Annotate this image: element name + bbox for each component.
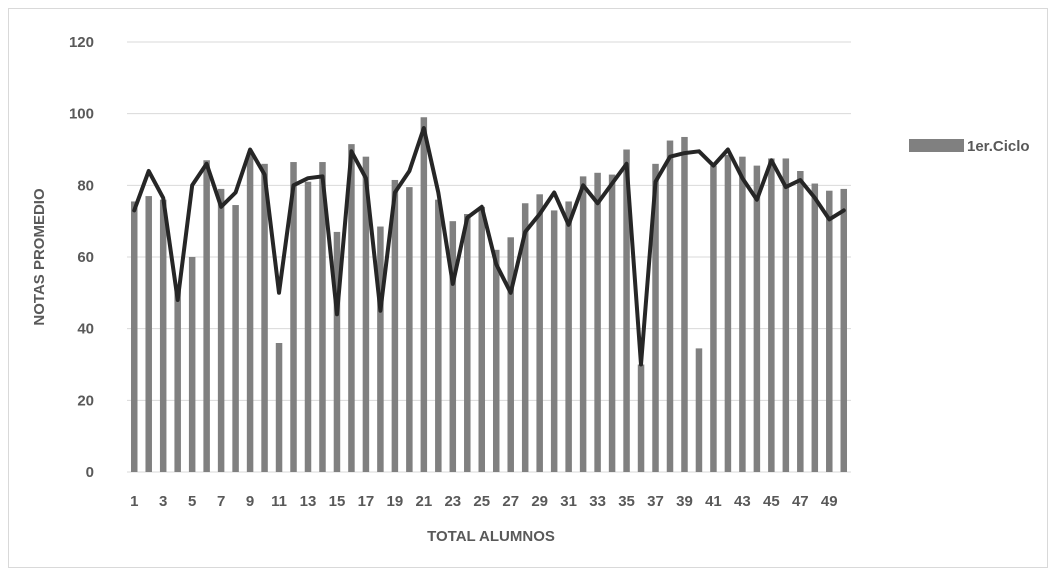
bar: [666, 140, 674, 472]
y-tick-label: 120: [69, 34, 94, 51]
bar: [188, 257, 196, 472]
bar: [333, 231, 341, 472]
bar-series: [130, 117, 848, 473]
chart-container: 0 20 40 60 80 100 120 1 3 5 7 9 11 13 15 17 19 21 23 25 27 2…: [8, 8, 1048, 568]
y-tick-label: 20: [77, 392, 94, 409]
bar: [521, 203, 529, 472]
bar: [550, 210, 558, 472]
y-tick-labels: 0 20 40 60 80 100 120: [69, 34, 94, 481]
x-tick-label: 7: [217, 493, 225, 510]
line-series: [132, 126, 846, 367]
x-tick-label: 49: [821, 493, 838, 510]
bar: [594, 172, 601, 472]
x-tick-label: 47: [792, 493, 809, 510]
x-tick-label: 25: [473, 493, 490, 510]
bar: [362, 156, 370, 472]
bar: [464, 214, 471, 472]
bar: [391, 179, 399, 473]
x-tick-label: 5: [188, 493, 196, 510]
x-tick-label: 37: [647, 493, 664, 510]
bar: [145, 196, 152, 473]
bar: [406, 187, 413, 472]
bar: [507, 237, 514, 472]
x-tick-label: 27: [502, 493, 519, 510]
bar: [275, 343, 283, 472]
bar: [348, 144, 355, 472]
bar: [753, 165, 761, 472]
y-tick-label: 40: [77, 321, 94, 338]
legend-label: 1er.Ciclo: [967, 138, 1030, 155]
bar: [319, 162, 326, 472]
bar: [710, 165, 717, 472]
x-tick-label: 11: [271, 493, 287, 510]
x-tick-label: 45: [763, 493, 780, 510]
x-tick-label: 19: [387, 493, 404, 510]
y-tick-label: 100: [69, 106, 94, 123]
bar: [608, 174, 616, 473]
bar: [739, 156, 746, 472]
x-tick-label: 39: [676, 493, 693, 510]
bar: [579, 176, 587, 472]
x-tick-label: 9: [246, 493, 254, 510]
bar: [203, 160, 210, 472]
bar: [420, 117, 428, 472]
bar: [623, 149, 630, 472]
bar: [826, 190, 833, 473]
bar: [304, 181, 312, 472]
bar: [768, 158, 775, 473]
bar: [536, 194, 543, 472]
x-tick-label: 41: [705, 493, 722, 510]
x-tick-label: 43: [734, 493, 751, 510]
y-tick-label: 80: [77, 177, 94, 194]
bar: [261, 163, 268, 473]
x-tick-label: 17: [358, 493, 375, 510]
bar: [159, 199, 167, 472]
bar: [724, 154, 732, 472]
x-tick-label: 13: [300, 493, 317, 510]
bar: [130, 201, 138, 473]
x-axis-title: TOTAL ALUMNOS: [427, 528, 555, 545]
bar: [435, 199, 442, 472]
x-tick-label: 1: [130, 493, 138, 510]
bar: [811, 183, 819, 472]
bar: [478, 206, 486, 473]
bar: [377, 226, 384, 472]
x-tick-label: 23: [444, 493, 461, 510]
x-tick-label: 3: [159, 493, 167, 510]
bar: [782, 158, 790, 473]
x-tick-label: 31: [560, 493, 577, 510]
x-tick-label: 15: [329, 493, 346, 510]
bar: [565, 201, 572, 473]
x-tick-label: 33: [589, 493, 606, 510]
bar: [174, 289, 181, 472]
legend-swatch: [909, 139, 964, 152]
legend: 1er.Ciclo: [909, 138, 1030, 155]
x-tick-labels: 1 3 5 7 9 11 13 15 17 19 21 23 25 27 29 31 33 35 37 39 41 43 4…: [130, 493, 838, 510]
bar: [449, 221, 457, 472]
line-series-path: [132, 126, 846, 367]
x-tick-label: 29: [531, 493, 548, 510]
bar: [797, 171, 804, 472]
bar: [290, 162, 297, 472]
x-tick-label: 35: [618, 493, 635, 510]
y-axis-title: NOTAS PROMEDIO: [31, 188, 48, 326]
bar: [246, 153, 254, 473]
bar: [652, 163, 659, 473]
bar: [695, 348, 703, 472]
bar: [492, 249, 500, 472]
bar: [217, 188, 225, 472]
bar: [232, 205, 239, 472]
x-tick-label: 21: [415, 493, 432, 510]
bar: [840, 188, 848, 472]
y-tick-label: 0: [86, 464, 94, 481]
y-tick-label: 60: [77, 249, 94, 266]
bar: [681, 136, 688, 472]
bar: [637, 364, 645, 472]
